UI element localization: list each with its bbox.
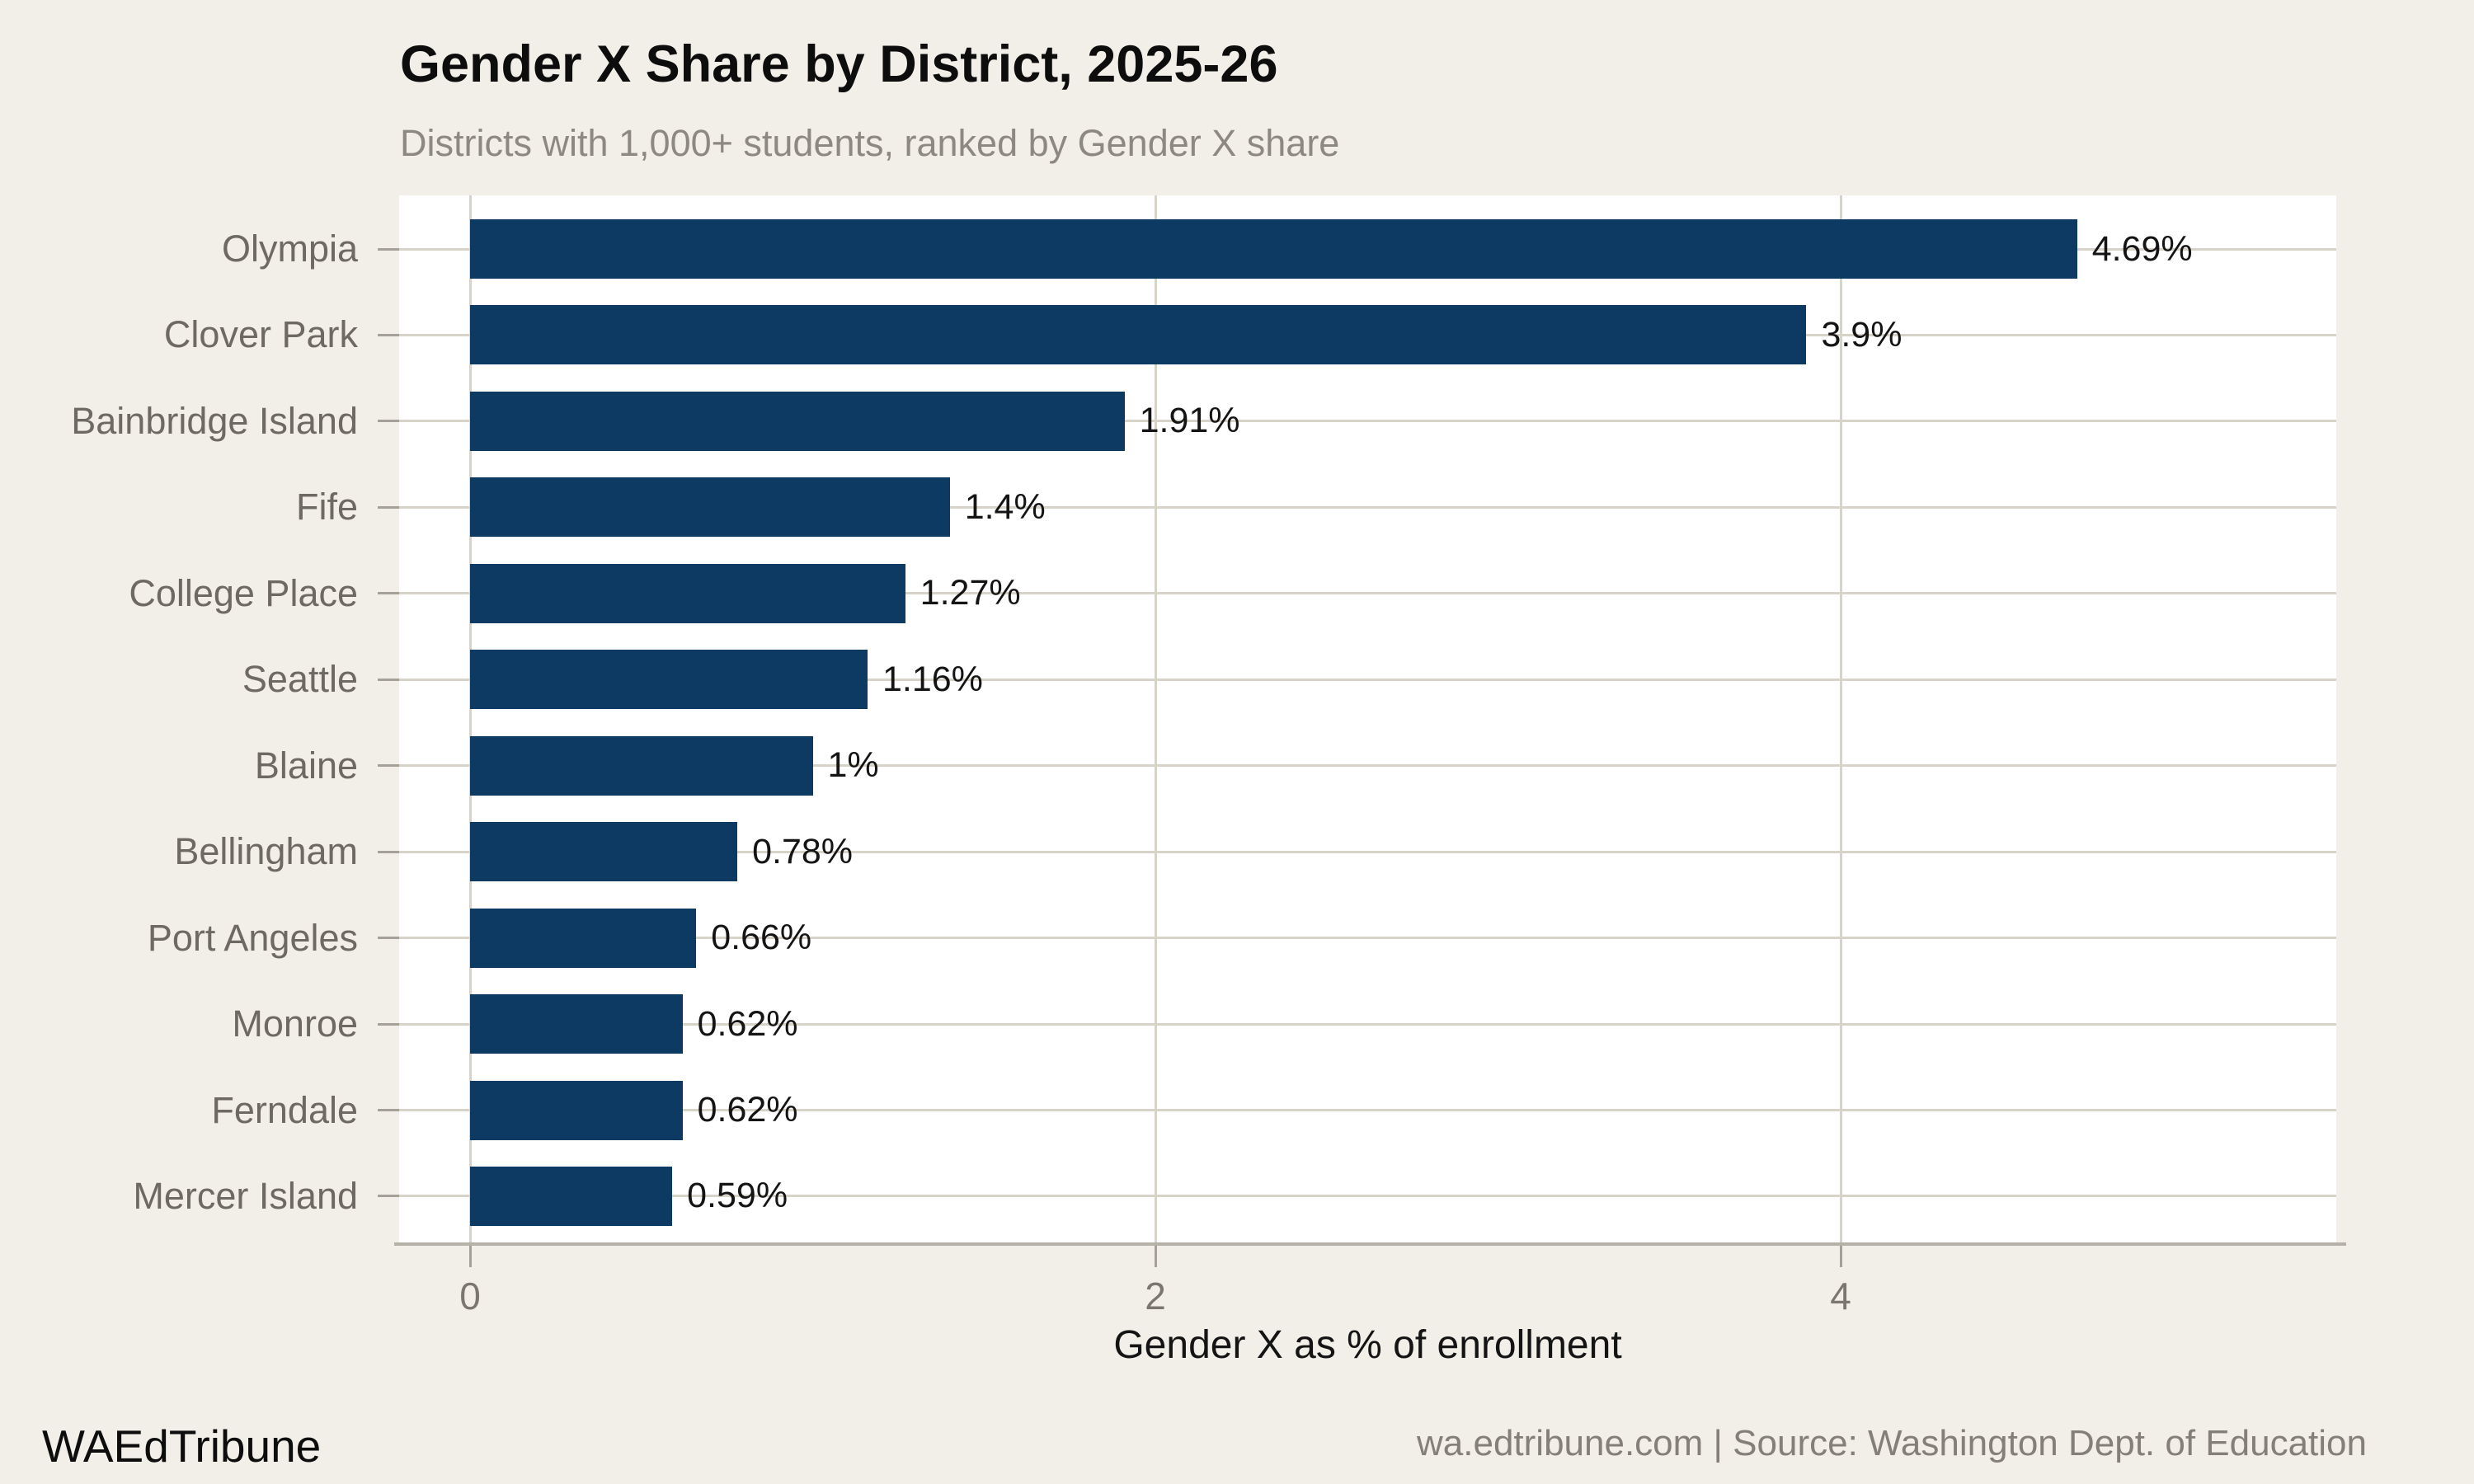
x-axis-title: Gender X as % of enrollment (1113, 1323, 1622, 1367)
bar-value-label: 1% (827, 745, 879, 786)
footer-brand: WAEdTribune (42, 1421, 322, 1472)
y-axis-category-label: Port Angeles (147, 916, 358, 959)
plot-panel: 0 2 4 Olympia 4.69% Clover Park 3.9% Bainbridge… (71, 195, 2346, 1317)
chart-title: Gender X Share by District, 2025-26 (400, 35, 1278, 93)
y-axis-category-label: Clover Park (163, 313, 358, 356)
bar (470, 822, 738, 882)
y-axis-category-label: Blaine (254, 744, 358, 787)
category-gridline (399, 420, 2336, 423)
y-axis-category-label: Bellingham (174, 830, 358, 873)
bar-value-label: 1.27% (920, 573, 1021, 613)
bar-value-label: 4.69% (2091, 228, 2193, 269)
x-gridline (468, 195, 472, 1246)
bar (470, 477, 950, 538)
y-axis-category-label: Ferndale (211, 1088, 358, 1131)
chart-subtitle: Districts with 1,000+ students, ranked b… (400, 122, 1340, 164)
bar-value-label: 0.59% (687, 1176, 788, 1216)
y-axis-tick (378, 937, 399, 940)
x-tick-label: 0 (459, 1275, 481, 1317)
bar (470, 391, 1125, 451)
category-gridline (399, 1022, 2336, 1026)
y-axis-tick (378, 333, 399, 336)
bar (470, 219, 2077, 279)
category-gridline (399, 850, 2336, 853)
y-axis-tick (378, 1109, 399, 1111)
y-axis-tick (378, 505, 399, 509)
bar-value-label: 0.62% (697, 1090, 798, 1129)
category-gridline (399, 764, 2336, 768)
bar (470, 305, 1807, 365)
x-gridline (1154, 195, 1157, 1246)
x-tick-label: 2 (1145, 1275, 1166, 1317)
y-axis-category-label: Fife (295, 486, 358, 528)
category-gridline (399, 1109, 2336, 1111)
y-axis-category-label: Monroe (232, 1003, 358, 1045)
y-axis-tick (378, 1195, 399, 1198)
bar-value-label: 0.78% (752, 831, 854, 871)
bar-value-label: 1.16% (882, 659, 983, 699)
bar (470, 994, 683, 1054)
category-gridline (399, 592, 2336, 595)
y-axis-tick (378, 764, 399, 768)
bar (470, 1080, 683, 1140)
y-axis-tick (378, 420, 399, 423)
bar (470, 1166, 673, 1226)
y-axis-tick (378, 678, 399, 681)
x-axis-tick (468, 1246, 472, 1267)
y-axis-category-label: Seattle (242, 658, 358, 701)
x-tick-label: 4 (1830, 1275, 1851, 1317)
y-axis-tick (378, 247, 399, 251)
x-axis-tick (1154, 1246, 1157, 1267)
category-gridline (399, 678, 2336, 681)
bar-value-label: 3.9% (1821, 314, 1903, 355)
bar-value-label: 0.62% (697, 1003, 798, 1044)
y-axis-category-label: Bainbridge Island (71, 399, 358, 442)
y-axis-category-label: Olympia (221, 228, 358, 270)
bar (470, 908, 697, 968)
footer-source-attribution: wa.edtribune.com | Source: Washington De… (1417, 1423, 2367, 1463)
x-axis-tick (1839, 1246, 1842, 1267)
bar-value-label: 1.4% (964, 486, 1046, 527)
category-gridline (399, 937, 2336, 940)
bar (470, 563, 905, 623)
category-gridline (399, 505, 2336, 509)
category-gridline (399, 1195, 2336, 1198)
y-axis-category-label: College Place (129, 571, 358, 614)
y-axis-tick (378, 850, 399, 853)
x-axis-line (394, 1242, 2346, 1246)
y-axis-category-label: Mercer Island (133, 1174, 358, 1217)
bar (470, 735, 813, 796)
bar-value-label: 0.66% (711, 918, 812, 958)
x-gridline (1839, 195, 1842, 1246)
y-axis-tick (378, 1022, 399, 1026)
y-axis-tick (378, 592, 399, 595)
bar (470, 650, 868, 710)
bar-value-label: 1.91% (1139, 401, 1240, 441)
